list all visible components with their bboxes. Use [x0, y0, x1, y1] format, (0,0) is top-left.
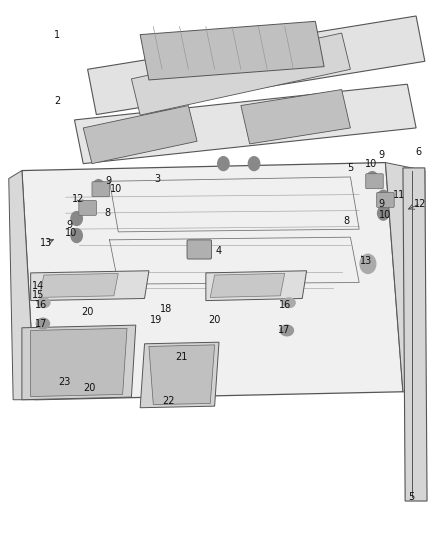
Text: 10: 10 — [379, 210, 392, 220]
FancyBboxPatch shape — [79, 200, 96, 215]
Ellipse shape — [36, 318, 49, 329]
Circle shape — [218, 157, 229, 171]
Text: 3: 3 — [155, 174, 161, 183]
Text: 12: 12 — [72, 194, 84, 204]
Text: 9: 9 — [378, 150, 384, 159]
Text: 17: 17 — [35, 319, 47, 329]
Circle shape — [248, 157, 260, 171]
Polygon shape — [9, 171, 35, 400]
Polygon shape — [22, 325, 136, 400]
Circle shape — [71, 229, 82, 243]
Text: 20: 20 — [81, 307, 94, 317]
Circle shape — [360, 254, 376, 273]
Ellipse shape — [283, 298, 295, 308]
Text: 11: 11 — [392, 190, 405, 199]
Polygon shape — [403, 168, 427, 501]
Text: 13: 13 — [40, 238, 52, 247]
Text: 9: 9 — [106, 176, 112, 186]
Circle shape — [367, 172, 378, 185]
FancyBboxPatch shape — [92, 182, 110, 197]
Text: 9: 9 — [66, 221, 72, 230]
Ellipse shape — [280, 325, 293, 336]
Polygon shape — [31, 328, 127, 397]
Polygon shape — [385, 163, 425, 394]
Text: 16: 16 — [279, 301, 292, 310]
Text: 19: 19 — [150, 315, 162, 325]
Text: 5: 5 — [409, 492, 415, 502]
Text: 5: 5 — [347, 163, 353, 173]
Circle shape — [71, 212, 82, 225]
Text: 1: 1 — [54, 30, 60, 39]
Text: 14: 14 — [32, 281, 45, 291]
Text: 23: 23 — [59, 377, 71, 387]
Polygon shape — [74, 84, 416, 164]
Text: 2: 2 — [54, 96, 60, 106]
Text: 8: 8 — [343, 216, 349, 226]
Polygon shape — [22, 163, 403, 400]
Ellipse shape — [38, 298, 50, 308]
Polygon shape — [241, 90, 350, 144]
Text: 10: 10 — [110, 184, 122, 194]
Text: 20: 20 — [84, 383, 96, 393]
Text: 6: 6 — [415, 147, 421, 157]
Polygon shape — [131, 33, 350, 115]
Polygon shape — [210, 273, 285, 297]
Text: 20: 20 — [208, 315, 221, 325]
Text: 21: 21 — [176, 352, 188, 362]
Polygon shape — [206, 271, 307, 301]
Polygon shape — [39, 273, 118, 297]
FancyBboxPatch shape — [377, 192, 394, 207]
Circle shape — [93, 180, 104, 193]
Polygon shape — [140, 342, 219, 408]
Text: 10: 10 — [65, 229, 77, 238]
Text: 12: 12 — [414, 199, 427, 208]
Circle shape — [378, 190, 389, 204]
Text: 13: 13 — [360, 256, 372, 266]
Polygon shape — [31, 271, 149, 301]
Text: 17: 17 — [278, 326, 290, 335]
Text: 9: 9 — [378, 199, 384, 208]
Polygon shape — [83, 106, 197, 164]
Text: 10: 10 — [365, 159, 378, 168]
Text: 4: 4 — [216, 246, 222, 255]
Text: 22: 22 — [162, 397, 175, 406]
Polygon shape — [140, 21, 324, 80]
Polygon shape — [88, 16, 425, 115]
Text: 18: 18 — [160, 304, 173, 314]
Text: 8: 8 — [104, 208, 110, 218]
Polygon shape — [149, 345, 215, 405]
Circle shape — [378, 206, 389, 220]
FancyBboxPatch shape — [366, 174, 383, 189]
FancyBboxPatch shape — [187, 240, 212, 259]
Text: 16: 16 — [35, 301, 47, 310]
Text: 15: 15 — [32, 290, 45, 300]
